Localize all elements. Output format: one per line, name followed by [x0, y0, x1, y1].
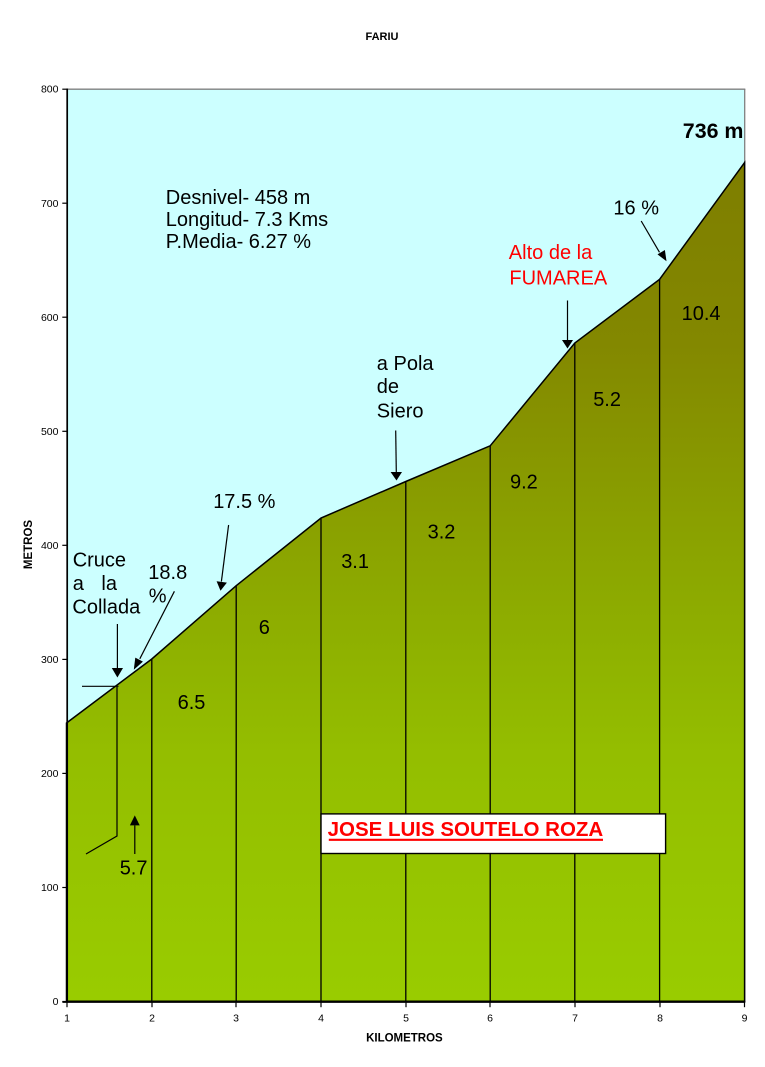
svg-text:5.7: 5.7 [120, 858, 148, 880]
svg-text:FUMAREA: FUMAREA [509, 267, 607, 289]
svg-text:9.2: 9.2 [510, 471, 538, 493]
svg-text:Collada: Collada [72, 597, 141, 619]
svg-text:de: de [377, 376, 399, 398]
svg-text:3: 3 [233, 1012, 239, 1024]
svg-text:200: 200 [41, 768, 59, 780]
svg-text:400: 400 [41, 540, 59, 552]
svg-text:a: a [73, 573, 85, 595]
svg-text:6: 6 [487, 1012, 493, 1024]
svg-text:3.1: 3.1 [341, 551, 369, 573]
svg-text:300: 300 [41, 654, 59, 666]
svg-text:3.2: 3.2 [428, 521, 456, 543]
svg-text:7: 7 [572, 1012, 578, 1024]
svg-text:a Pola: a Pola [377, 353, 435, 375]
svg-text:Siero: Siero [377, 401, 424, 423]
svg-text:17.5 %: 17.5 % [213, 491, 275, 513]
svg-text:16 %: 16 % [613, 198, 659, 220]
svg-text:6: 6 [259, 617, 270, 639]
svg-text:6.5: 6.5 [178, 692, 206, 714]
svg-text:700: 700 [41, 198, 59, 210]
svg-text:Desnivel- 458 m: Desnivel- 458 m [166, 187, 311, 209]
svg-text:%: % [149, 586, 167, 608]
svg-text:5: 5 [403, 1012, 409, 1024]
svg-text:600: 600 [41, 312, 59, 324]
svg-text:500: 500 [41, 426, 59, 438]
svg-text:10.4: 10.4 [682, 303, 721, 325]
svg-text:2: 2 [149, 1012, 155, 1024]
svg-text:4: 4 [318, 1012, 324, 1024]
svg-text:0: 0 [53, 996, 59, 1008]
svg-text:Cruce: Cruce [73, 549, 126, 571]
svg-text:18.8: 18.8 [148, 562, 187, 584]
svg-text:Longitud- 7.3 Kms: Longitud- 7.3 Kms [166, 209, 328, 231]
svg-text:KILOMETROS: KILOMETROS [366, 1032, 443, 1044]
svg-text:Alto de la: Alto de la [509, 242, 593, 264]
svg-text:800: 800 [41, 84, 59, 96]
svg-text:9: 9 [742, 1012, 748, 1024]
svg-text:8: 8 [657, 1012, 663, 1024]
svg-text:736 m: 736 m [683, 119, 744, 143]
svg-text:5.2: 5.2 [593, 389, 621, 411]
svg-text:P.Media- 6.27 %: P.Media- 6.27 % [166, 231, 311, 253]
svg-text:METROS: METROS [23, 520, 35, 570]
svg-text:FARIU: FARIU [366, 31, 399, 43]
svg-text:JOSE LUIS SOUTELO ROZA: JOSE LUIS SOUTELO ROZA [328, 818, 604, 841]
svg-text:100: 100 [41, 882, 59, 894]
svg-text:la: la [101, 573, 117, 595]
svg-text:1: 1 [64, 1012, 70, 1024]
